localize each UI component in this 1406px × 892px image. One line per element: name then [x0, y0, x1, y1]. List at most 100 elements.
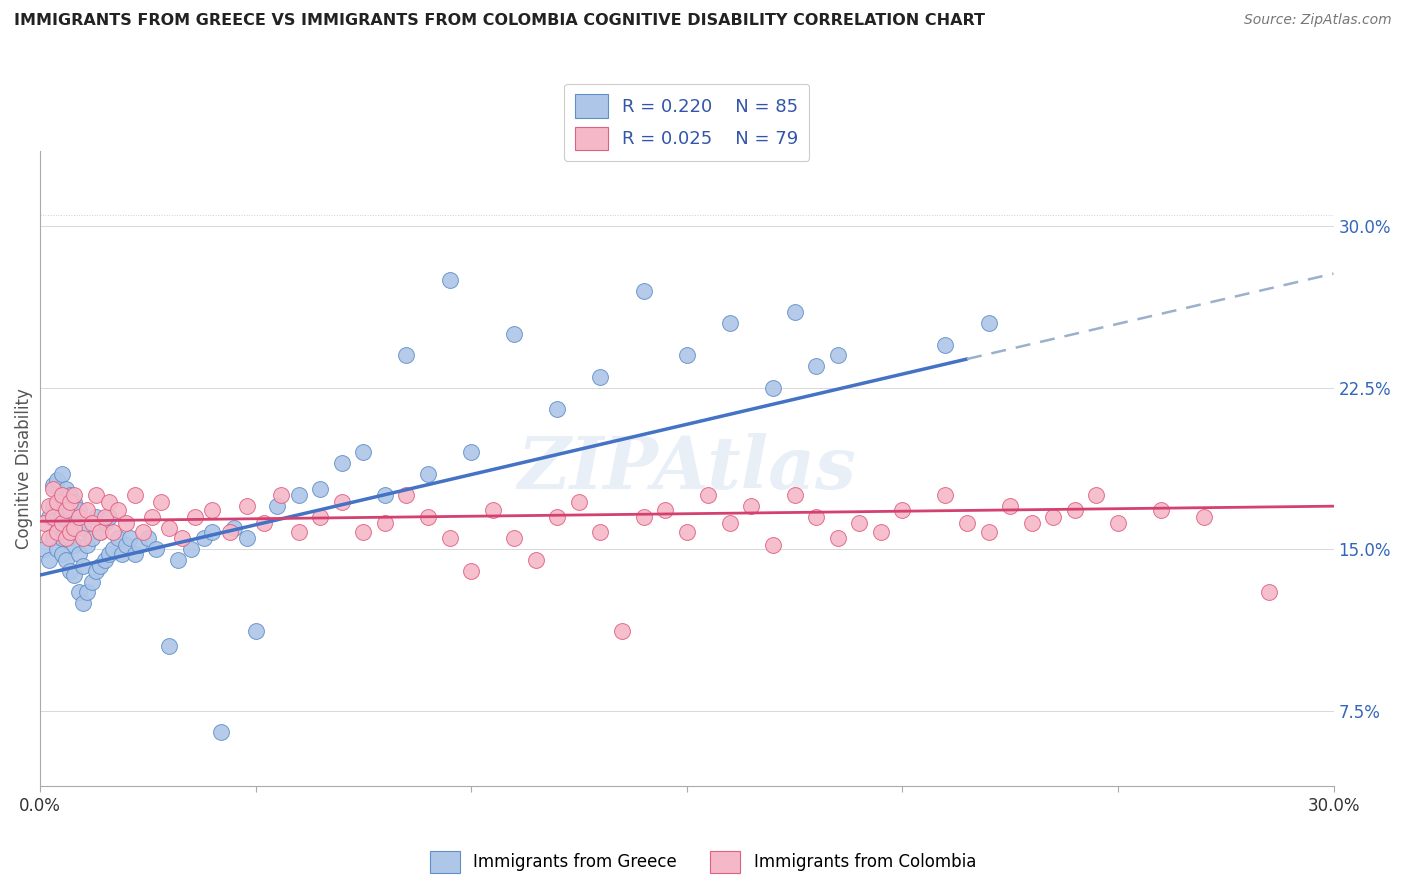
Point: [309, 482, 332, 496]
Point: [38, 553, 60, 567]
Point: [633, 284, 655, 298]
Point: [827, 532, 849, 546]
Point: [89, 524, 111, 539]
Point: [103, 542, 125, 557]
Point: [32, 542, 55, 557]
Point: [783, 305, 806, 319]
Point: [63, 568, 86, 582]
Point: [416, 467, 439, 481]
Point: [804, 359, 827, 374]
Point: [42, 477, 65, 491]
Point: [149, 495, 172, 509]
Point: [51, 467, 73, 481]
Point: [934, 337, 956, 351]
Point: [67, 510, 90, 524]
Point: [93, 510, 115, 524]
Point: [416, 510, 439, 524]
Point: [145, 542, 167, 557]
Point: [481, 503, 503, 517]
Point: [38, 532, 60, 546]
Point: [245, 624, 267, 638]
Point: [89, 524, 111, 539]
Point: [72, 521, 94, 535]
Point: [568, 495, 591, 509]
Point: [934, 488, 956, 502]
Point: [63, 488, 86, 502]
Point: [546, 402, 568, 417]
Point: [172, 532, 194, 546]
Point: [718, 316, 741, 330]
Point: [111, 547, 134, 561]
Point: [115, 538, 138, 552]
Point: [697, 488, 720, 502]
Point: [589, 370, 612, 384]
Point: [63, 516, 86, 531]
Point: [1063, 503, 1085, 517]
Point: [51, 547, 73, 561]
Point: [93, 516, 115, 531]
Point: [55, 503, 77, 517]
Point: [869, 524, 891, 539]
Point: [63, 538, 86, 552]
Text: Source: ZipAtlas.com: Source: ZipAtlas.com: [1244, 13, 1392, 28]
Point: [59, 564, 82, 578]
Point: [503, 326, 526, 341]
Point: [1192, 510, 1215, 524]
Point: [740, 499, 762, 513]
Point: [63, 495, 86, 509]
Point: [330, 495, 353, 509]
Point: [59, 532, 82, 546]
Point: [120, 532, 142, 546]
Point: [209, 725, 232, 739]
Point: [84, 488, 107, 502]
Point: [63, 521, 86, 535]
Point: [762, 538, 785, 552]
Point: [55, 553, 77, 567]
Point: [97, 547, 120, 561]
Point: [76, 503, 98, 517]
Point: [675, 348, 697, 362]
Point: [783, 488, 806, 502]
Point: [55, 524, 77, 539]
Point: [236, 499, 259, 513]
Point: [38, 499, 60, 513]
Point: [718, 516, 741, 531]
Point: [1021, 516, 1043, 531]
Point: [59, 524, 82, 539]
Point: [439, 273, 461, 287]
Point: [55, 482, 77, 496]
Point: [352, 524, 374, 539]
Point: [42, 532, 65, 546]
Point: [266, 499, 288, 513]
Point: [762, 381, 785, 395]
Point: [59, 495, 82, 509]
Point: [59, 503, 82, 517]
Point: [654, 503, 676, 517]
Point: [67, 503, 90, 517]
Point: [93, 553, 115, 567]
Point: [218, 524, 240, 539]
Point: [67, 585, 90, 599]
Point: [977, 524, 1000, 539]
Point: [1257, 585, 1279, 599]
Point: [193, 532, 215, 546]
Point: [46, 542, 69, 557]
Point: [107, 532, 129, 546]
Point: [80, 574, 103, 589]
Point: [107, 503, 129, 517]
Text: IMMIGRANTS FROM GREECE VS IMMIGRANTS FROM COLOMBIA COGNITIVE DISABILITY CORRELAT: IMMIGRANTS FROM GREECE VS IMMIGRANTS FRO…: [14, 13, 986, 29]
Point: [51, 510, 73, 524]
Point: [141, 510, 163, 524]
Point: [439, 532, 461, 546]
Point: [72, 559, 94, 574]
Point: [46, 524, 69, 539]
Point: [46, 499, 69, 513]
Point: [103, 524, 125, 539]
Point: [270, 488, 292, 502]
Point: [1150, 503, 1173, 517]
Point: [633, 510, 655, 524]
Point: [675, 524, 697, 539]
Point: [46, 473, 69, 487]
Point: [977, 316, 1000, 330]
Point: [124, 488, 146, 502]
